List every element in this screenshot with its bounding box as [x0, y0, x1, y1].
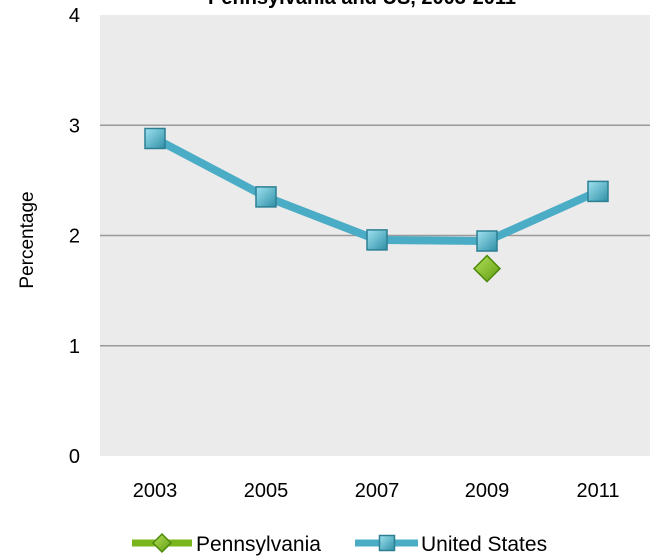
y-axis-ticks: 0 1 2 3 4 [69, 5, 80, 468]
y-tick-label: 3 [69, 115, 80, 137]
x-tick-label: 2009 [465, 480, 510, 502]
y-tick-label: 0 [69, 446, 80, 468]
y-tick-label: 2 [69, 226, 80, 248]
x-tick-label: 2005 [244, 480, 289, 502]
chart-title: Pennsylvania and US, 2003-2011 [208, 0, 516, 9]
legend-label-united-states: United States [421, 533, 547, 556]
y-tick-label: 1 [69, 336, 80, 358]
legend: Pennsylvania United States [132, 532, 547, 556]
point-united-states [144, 127, 166, 150]
legend-label-pennsylvania: Pennsylvania [196, 533, 321, 556]
x-tick-label: 2007 [355, 480, 400, 502]
series-layer [144, 127, 609, 283]
point-united-states [476, 230, 498, 252]
point-united-states [366, 229, 388, 251]
point-united-states [587, 180, 609, 203]
x-tick-label: 2003 [133, 480, 178, 502]
y-tick-label: 4 [69, 5, 80, 27]
legend-marker-united-states [378, 534, 396, 552]
legend-marker-pennsylvania [151, 532, 173, 554]
y-axis-label: Percentage [17, 191, 38, 288]
point-united-states [255, 186, 277, 208]
x-tick-label: 2011 [576, 480, 619, 502]
point-pennsylvania [472, 254, 502, 283]
x-axis-ticks: 2003 2005 2007 2009 2011 [133, 480, 620, 502]
